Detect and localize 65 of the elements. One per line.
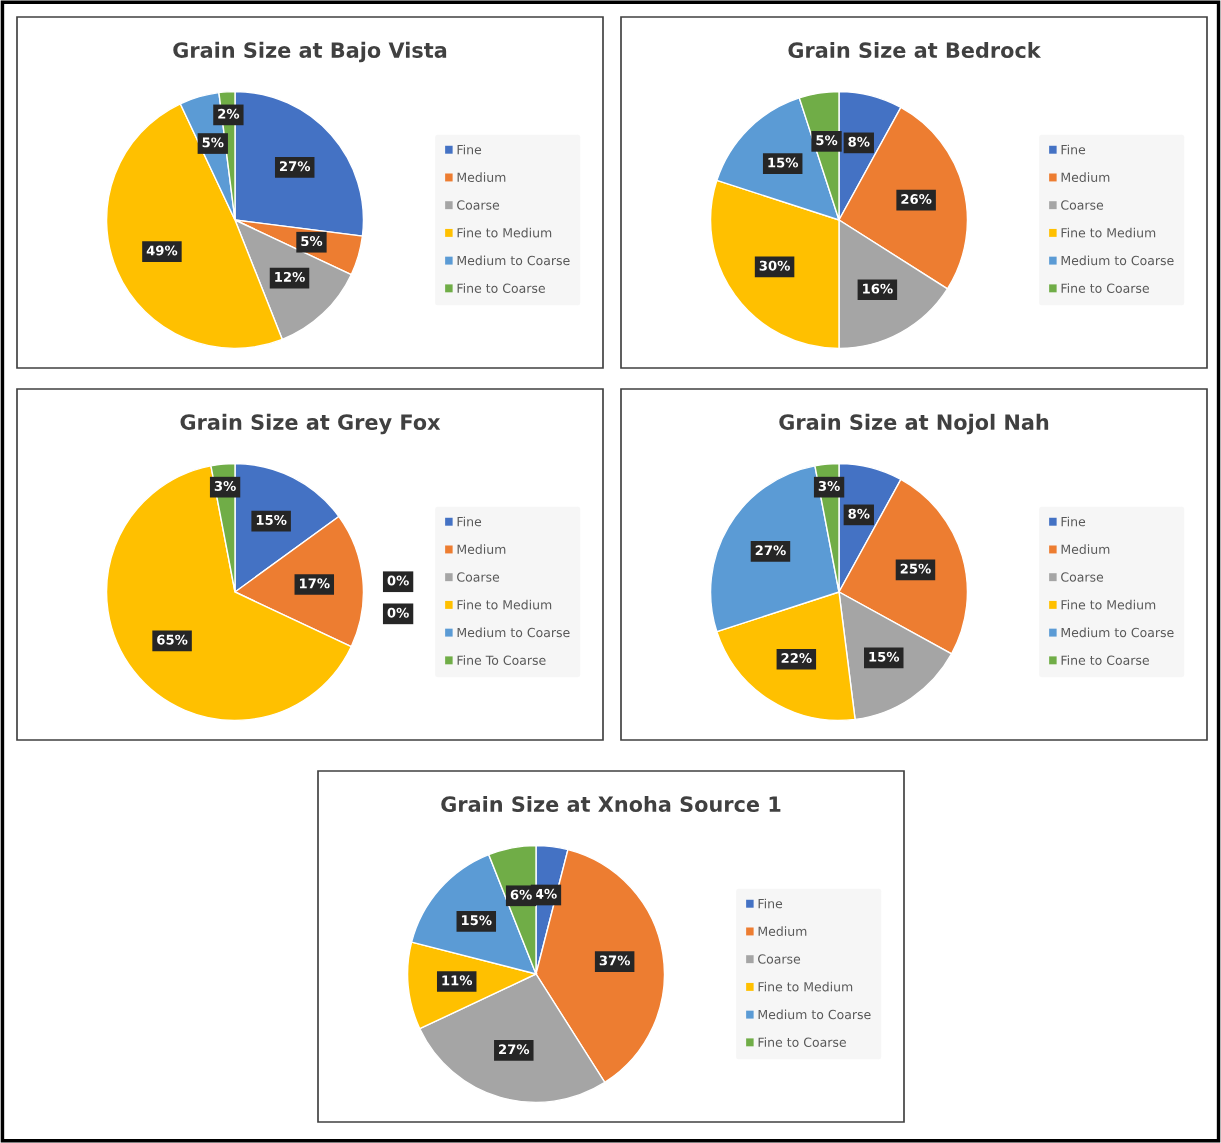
chart-title: Grain Size at Nojol Nah xyxy=(779,413,1049,435)
legend-label: Medium xyxy=(1061,172,1110,183)
legend-label: Medium to Coarse xyxy=(1061,255,1174,266)
data-label: 15% xyxy=(461,915,492,926)
legend-label: Fine to Coarse xyxy=(758,1037,846,1047)
legend-label: Fine to Coarse xyxy=(1061,283,1149,293)
legend-label: Medium to Coarse xyxy=(758,1009,871,1020)
data-label: 22% xyxy=(781,653,812,664)
data-label: 15% xyxy=(768,157,799,168)
data-label: 49% xyxy=(146,245,178,256)
data-label: 6% xyxy=(510,889,532,900)
data-label: 3% xyxy=(214,481,236,491)
legend-label: Coarse xyxy=(1061,200,1104,210)
data-label: 11% xyxy=(442,975,473,986)
legend-label: Fine to Coarse xyxy=(457,283,545,293)
chart-title: Grain Size at Xnoha Source 1 xyxy=(441,795,781,813)
data-label: 16% xyxy=(863,283,893,294)
legend-label: Fine To Coarse xyxy=(457,655,546,665)
legend-label: Coarse xyxy=(758,954,801,964)
data-label: 3% xyxy=(818,481,840,491)
legend-label: Medium xyxy=(457,172,506,183)
data-label: 5% xyxy=(301,236,323,247)
data-label: 25% xyxy=(900,563,931,574)
legend-label: Fine to Medium xyxy=(1061,599,1156,610)
legend-label: Medium to Coarse xyxy=(457,255,570,266)
chart-title: Grain Size at Bajo Vista xyxy=(173,41,447,63)
legend-label: Coarse xyxy=(1061,572,1104,582)
data-label: 15% xyxy=(869,651,900,662)
chart-title: Grain Size at Grey Fox xyxy=(180,413,441,435)
data-label: 30% xyxy=(759,260,790,271)
legend-label: Fine xyxy=(1061,516,1086,527)
data-label: 5% xyxy=(816,135,838,146)
data-label: 27% xyxy=(499,1044,530,1055)
legend-label: Coarse xyxy=(457,200,500,210)
data-label: 27% xyxy=(279,161,311,172)
data-label: 15% xyxy=(256,514,287,525)
data-label: 8% xyxy=(848,508,870,519)
legend-label: Medium to Coarse xyxy=(1061,627,1174,638)
legend-label: Medium xyxy=(758,926,807,937)
legend-label: Medium xyxy=(457,544,506,555)
data-label: 4% xyxy=(535,888,557,899)
legend-label: Fine to Medium xyxy=(1061,227,1156,238)
data-label: 26% xyxy=(901,194,932,205)
legend-label: Fine xyxy=(457,516,482,527)
legend-label: Medium xyxy=(1061,544,1110,555)
legend-label: Medium to Coarse xyxy=(457,627,570,638)
data-label: 12% xyxy=(275,271,305,282)
legend-label: Fine xyxy=(457,144,482,155)
legend-label: Fine to Coarse xyxy=(1061,655,1149,665)
data-label: 65% xyxy=(157,634,188,645)
legend-label: Coarse xyxy=(457,572,500,582)
legend-label: Fine xyxy=(1061,144,1086,155)
chart-title: Grain Size at Bedrock xyxy=(788,41,1042,59)
legend-label: Fine xyxy=(758,898,783,909)
data-label: 8% xyxy=(848,136,870,147)
data-label: 5% xyxy=(202,137,224,148)
legend-label: Fine to Medium xyxy=(457,599,552,610)
data-label: 37% xyxy=(599,955,631,966)
text: 0% xyxy=(387,607,409,618)
data-label: 27% xyxy=(755,545,786,556)
legend-label: Fine to Medium xyxy=(758,981,853,992)
legend-label: Fine to Medium xyxy=(457,227,552,238)
text: 0% xyxy=(387,575,409,586)
data-label: 17% xyxy=(299,578,330,589)
data-label: 2% xyxy=(218,108,240,119)
